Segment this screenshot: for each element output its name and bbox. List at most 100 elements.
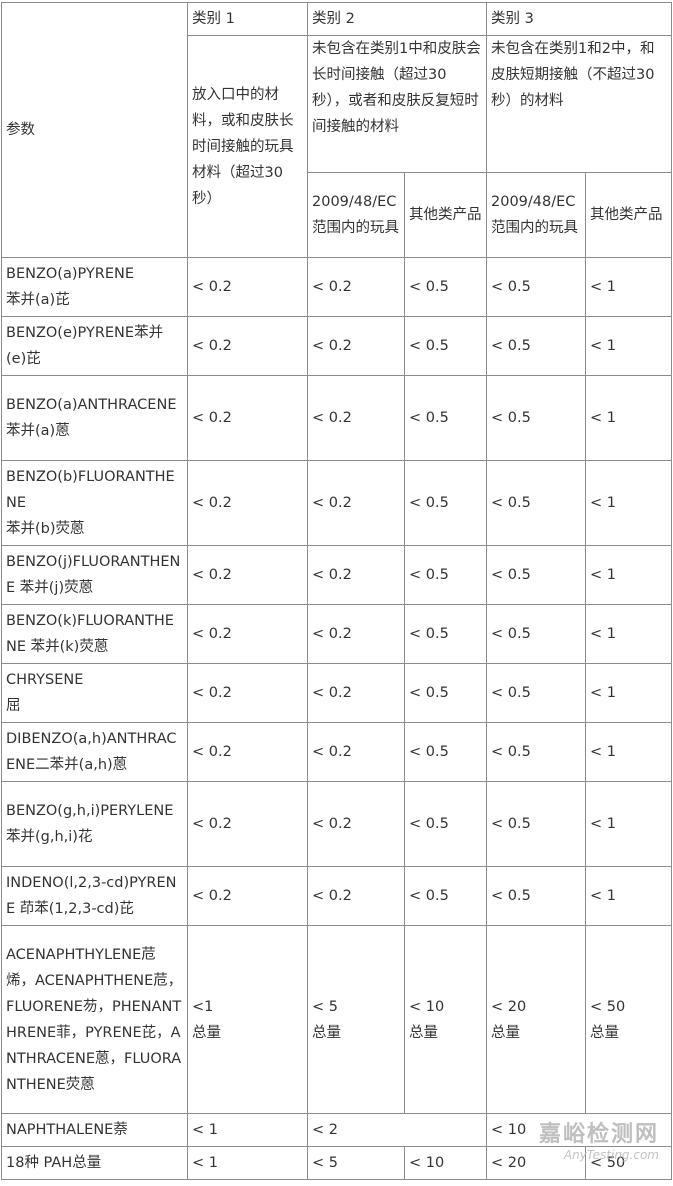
- limit-cat1: < 0.2: [187, 375, 308, 461]
- limit-cat3-toys: < 0.5: [486, 316, 586, 376]
- table-row-naphthalene: NAPHTHALENE萘 < 1 < 2 < 10: [1, 1113, 672, 1147]
- limit-cat3-toys: < 0.5: [486, 545, 586, 605]
- header-cat3: 类别 3: [486, 2, 672, 36]
- header-cat3-desc: 未包含在类别1和2中，和皮肤短期接触（不超过30秒）的材料: [486, 35, 672, 173]
- limit-cat2-other: < 0.5: [404, 866, 487, 926]
- substance-name: INDENO(l,2,3-cd)PYRENE 茚苯(1,2,3-cd)芘: [1, 866, 188, 926]
- header-cat2-toys: 2009/48/EC范围内的玩具: [307, 172, 405, 258]
- substance-name-line: 苯并(a)芘: [6, 292, 70, 308]
- table-row: BENZO(a)ANTHRACENE 苯并(a)蒽 < 0.2 < 0.2 < 0.5 <…: [1, 375, 672, 461]
- limit-cat3-other: < 1: [585, 866, 672, 926]
- total-cat1: < 1: [187, 1146, 308, 1180]
- substance-name-line: BENZO(k)FLUORANTHENE 苯并(k)荧蒽: [6, 613, 174, 655]
- substance-name-line: BENZO(g,h,i)PERYLENE: [6, 803, 174, 819]
- limit-cat2-toys: < 0.2: [307, 257, 405, 317]
- substance-name-line: CHRYSENE: [6, 672, 84, 688]
- group-cat3-toys: < 20 总量: [486, 925, 586, 1114]
- table-row: BENZO(j)FLUORANTHENE 苯并(j)荧蒽 < 0.2 < 0.2 < …: [1, 545, 672, 605]
- limit-cat2-other: < 0.5: [404, 316, 487, 376]
- total-cat2-toys: < 5: [307, 1146, 405, 1180]
- header-row-descriptions: 放入口中的材料，或和皮肤长时间接触的玩具材料（超过30秒） 未包含在类别1中和皮…: [2, 35, 672, 258]
- header-cat1-desc: 放入口中的材料，或和皮肤长时间接触的玩具材料（超过30秒）: [187, 35, 308, 258]
- substance-name-line: BENZO(b)FLUORANTHENE: [6, 469, 175, 511]
- substance-name: BENZO(a)ANTHRACENE 苯并(a)蒽: [1, 375, 188, 461]
- pah-rows: BENZO(a)PYRENE 苯并(a)芘 < 0.2 < 0.2 < 0.5 < 0.5…: [1, 257, 672, 926]
- substance-name: CHRYSENE 屈: [1, 663, 188, 723]
- limit-cat3-toys: < 0.5: [486, 460, 586, 546]
- total-cat3-toys: < 20: [486, 1146, 586, 1180]
- limit-cat2-toys: < 0.2: [307, 316, 405, 376]
- limit-cat1: < 0.2: [187, 722, 308, 782]
- header-cat2-desc: 未包含在类别1中和皮肤会长时间接触（超过30秒），或者和皮肤反复短时间接触的材料: [307, 35, 487, 173]
- group-name: ACENAPHTHYLENE苊烯，ACENAPHTHENE苊，FLUORENE芴…: [1, 925, 188, 1114]
- limit-cat3-other: < 1: [585, 257, 672, 317]
- substance-name: BENZO(a)PYRENE 苯并(a)芘: [1, 257, 188, 317]
- limit-cat2-toys: < 0.2: [307, 375, 405, 461]
- limit-cat2-toys: < 0.2: [307, 722, 405, 782]
- table-row: BENZO(g,h,i)PERYLENE 苯并(g,h,i)花 < 0.2 < 0.2…: [1, 781, 672, 867]
- limit-cat2-other: < 0.5: [404, 460, 487, 546]
- limit-cat2-other: < 0.5: [404, 375, 487, 461]
- limit-cat1: < 0.2: [187, 866, 308, 926]
- limit-cat3-other: < 1: [585, 663, 672, 723]
- substance-name: BENZO(b)FLUORANTHENE 苯并(b)荧蒽: [1, 460, 188, 546]
- limit-cat2-toys: < 0.2: [307, 866, 405, 926]
- limit-cat2-other: < 0.5: [404, 722, 487, 782]
- table-row: DIBENZO(a,h)ANTHRACENE二苯并(a,h)蒽 < 0.2 < 0.…: [1, 722, 672, 782]
- substance-name-line: 苯并(b)荧蒽: [6, 521, 85, 537]
- table-row: BENZO(e)PYRENE苯并(e)芘 < 0.2 < 0.2 < 0.5 < 0.5…: [1, 316, 672, 376]
- substance-name-line: DIBENZO(a,h)ANTHRACENE二苯并(a,h)蒽: [6, 731, 177, 773]
- limit-cat2-other: < 0.5: [404, 604, 487, 664]
- limit-cat2-toys: < 0.2: [307, 460, 405, 546]
- naphthalene-cat3: < 10: [486, 1113, 672, 1147]
- limit-cat3-toys: < 0.5: [486, 663, 586, 723]
- table-row: BENZO(a)PYRENE 苯并(a)芘 < 0.2 < 0.2 < 0.5 < 0.5…: [1, 257, 672, 317]
- limit-cat2-other: < 0.5: [404, 781, 487, 867]
- header-param: 参数: [1, 2, 188, 258]
- limit-cat3-other: < 1: [585, 604, 672, 664]
- limit-cat3-other: < 1: [585, 781, 672, 867]
- table-row: INDENO(l,2,3-cd)PYRENE 茚苯(1,2,3-cd)芘 < 0.…: [1, 866, 672, 926]
- limit-cat3-other: < 1: [585, 316, 672, 376]
- group-cat2-other: < 10 总量: [404, 925, 487, 1114]
- limit-cat3-other: < 1: [585, 722, 672, 782]
- substance-name: DIBENZO(a,h)ANTHRACENE二苯并(a,h)蒽: [1, 722, 188, 782]
- substance-name-line: BENZO(j)FLUORANTHENE 苯并(j)荧蒽: [6, 554, 181, 596]
- total-name: 18种 PAH总量: [1, 1146, 188, 1180]
- limit-cat3-other: < 1: [585, 460, 672, 546]
- substance-name: BENZO(g,h,i)PERYLENE 苯并(g,h,i)花: [1, 781, 188, 867]
- limit-cat3-toys: < 0.5: [486, 375, 586, 461]
- limit-cat2-other: < 0.5: [404, 257, 487, 317]
- substance-name-line: INDENO(l,2,3-cd)PYRENE 茚苯(1,2,3-cd)芘: [6, 875, 177, 917]
- limit-cat3-toys: < 0.5: [486, 866, 586, 926]
- limit-cat2-toys: < 0.2: [307, 781, 405, 867]
- table-row: BENZO(k)FLUORANTHENE 苯并(k)荧蒽 < 0.2 < 0.2 < …: [1, 604, 672, 664]
- substance-name-line: BENZO(a)PYRENE: [6, 266, 135, 282]
- substance-name: BENZO(k)FLUORANTHENE 苯并(k)荧蒽: [1, 604, 188, 664]
- header-cat2: 类别 2: [307, 2, 487, 36]
- limit-cat1: < 0.2: [187, 316, 308, 376]
- table-row-group: ACENAPHTHYLENE苊烯，ACENAPHTHENE苊，FLUORENE芴…: [1, 925, 672, 1114]
- limit-cat1: < 0.2: [187, 545, 308, 605]
- naphthalene-cat2: < 2: [307, 1113, 487, 1147]
- limit-cat2-other: < 0.5: [404, 663, 487, 723]
- total-cat2-other: < 10: [404, 1146, 487, 1180]
- table-row: BENZO(b)FLUORANTHENE 苯并(b)荧蒽 < 0.2 < 0.2 < 0…: [1, 460, 672, 546]
- group-cat3-other: < 50 总量: [585, 925, 672, 1114]
- group-cat2-toys: < 5 总量: [307, 925, 405, 1114]
- limit-cat1: < 0.2: [187, 604, 308, 664]
- limit-cat1: < 0.2: [187, 781, 308, 867]
- substance-name-line: 苯并(a)蒽: [6, 423, 70, 439]
- naphthalene-cat1: < 1: [187, 1113, 308, 1147]
- substance-name-line: 屈: [6, 698, 21, 714]
- substance-name: BENZO(j)FLUORANTHENE 苯并(j)荧蒽: [1, 545, 188, 605]
- limit-cat3-other: < 1: [585, 375, 672, 461]
- group-cat1: <1 总量: [187, 925, 308, 1114]
- limit-cat3-toys: < 0.5: [486, 257, 586, 317]
- header-cat3-other: 其他类产品: [585, 172, 672, 258]
- table-row: CHRYSENE 屈 < 0.2 < 0.2 < 0.5 < 0.5 < 1: [1, 663, 672, 723]
- naphthalene-name: NAPHTHALENE萘: [1, 1113, 188, 1147]
- total-cat3-other: < 50: [585, 1146, 672, 1180]
- header-cat3-toys: 2009/48/EC范围内的玩具: [486, 172, 586, 258]
- limit-cat3-other: < 1: [585, 545, 672, 605]
